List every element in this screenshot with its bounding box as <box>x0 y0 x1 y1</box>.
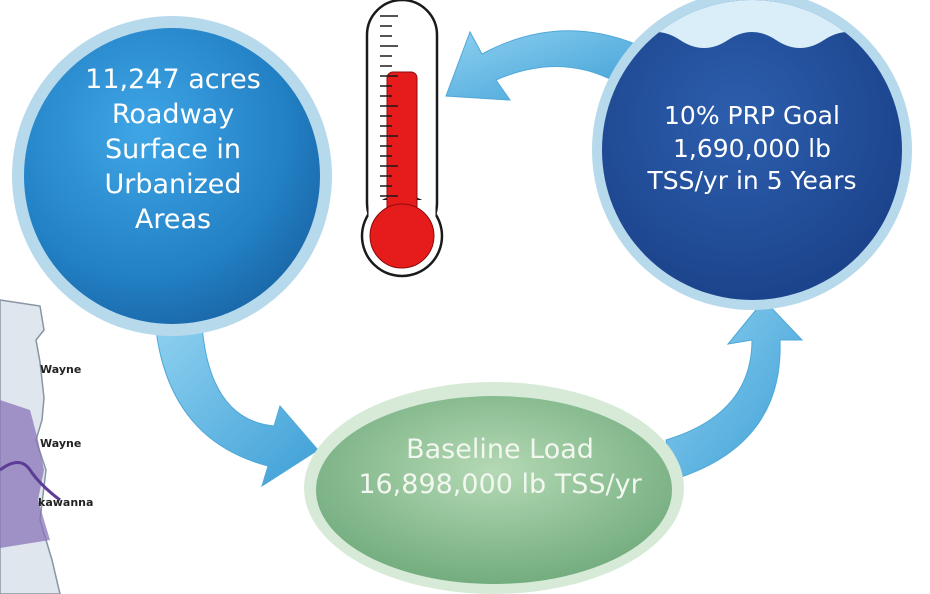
baseline-ellipse <box>304 382 684 594</box>
goal-line-3: TSS/yr in 5 Years <box>647 166 857 195</box>
thermometer-scale <box>380 15 398 197</box>
roadway-line-3: Surface in <box>104 134 242 166</box>
arrow-roadway-to-baseline <box>155 325 319 488</box>
roadway-line-2: Roadway <box>111 99 235 131</box>
roadway-line-1: 11,247 acres <box>85 64 261 95</box>
map-label-wayne-2: Wayne <box>40 437 81 450</box>
arrow-baseline-to-goal <box>665 299 804 481</box>
map-label-kawanna: kawanna <box>38 496 93 509</box>
roadway-surface-label: 11,247 acres Roadway Surface in Urbanize… <box>48 62 298 237</box>
roadway-line-4: Urbanized <box>104 169 242 201</box>
goal-line-2: 1,690,000 lb <box>673 133 831 163</box>
roadway-line-5: Areas <box>134 204 212 236</box>
baseline-line-2: 16,898,000 lb TSS/yr <box>358 469 642 501</box>
goal-circle <box>592 0 912 310</box>
arrow-goal-to-thermometer <box>445 30 641 101</box>
goal-line-1: 10% PRP Goal <box>664 101 840 130</box>
cycle-arrows <box>155 30 804 488</box>
county-map: Wayne Wayne kawanna <box>0 299 93 594</box>
map-region-shaded <box>0 400 50 548</box>
map-route <box>0 461 61 502</box>
baseline-load-label: Baseline Load 16,898,000 lb TSS/yr <box>315 432 685 502</box>
thermometer-icon <box>360 0 444 278</box>
prp-goal-label: 10% PRP Goal 1,690,000 lb TSS/yr in 5 Ye… <box>622 100 882 198</box>
map-label-wayne-1: Wayne <box>40 363 81 376</box>
baseline-line-1: Baseline Load <box>406 434 594 465</box>
roadway-circle <box>12 16 332 336</box>
